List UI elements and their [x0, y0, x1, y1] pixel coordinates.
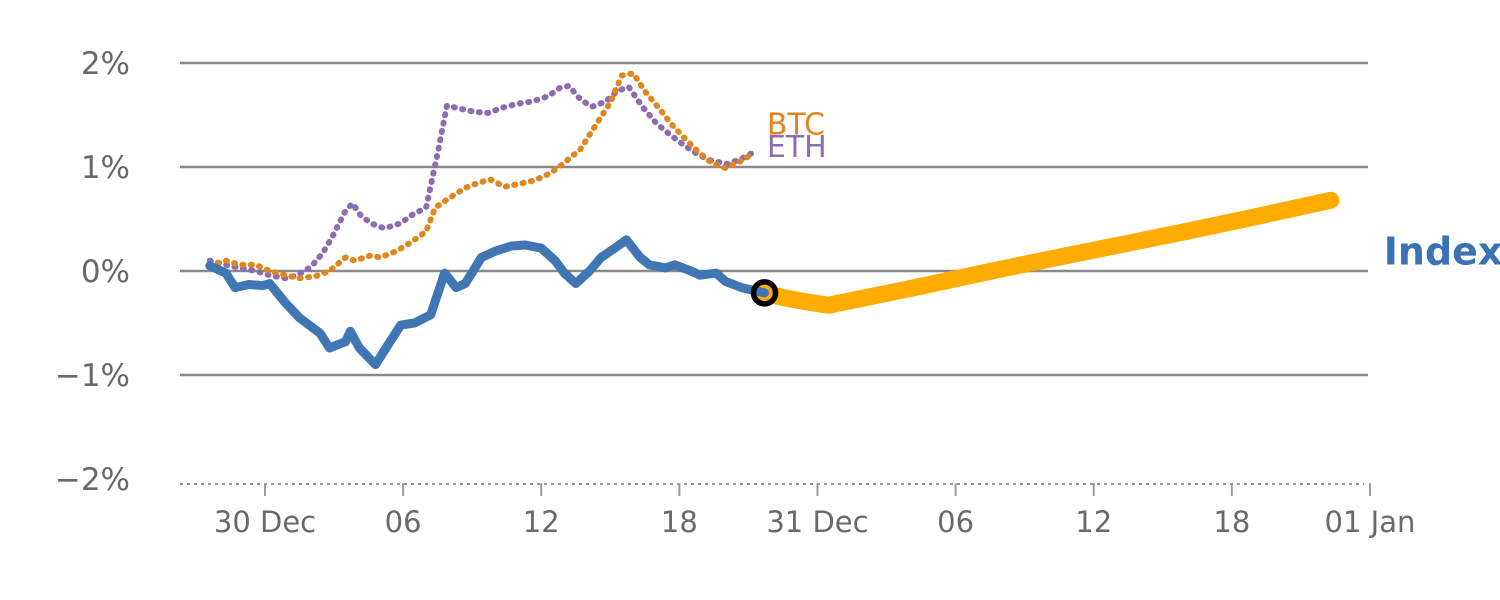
series-line-eth — [206, 82, 759, 282]
x-tick-label: 06 — [937, 505, 974, 539]
current-point-marker — [750, 279, 779, 307]
x-tick-label: 12 — [1075, 505, 1112, 539]
x-tick-label: 31 Dec — [766, 505, 868, 539]
x-tick-label: 01 Jan — [1325, 505, 1416, 539]
y-tick-label: 1% — [81, 150, 130, 186]
series-label-btc: BTC — [767, 107, 825, 142]
y-tick-label: −1% — [55, 358, 130, 394]
series-line-index — [205, 235, 769, 370]
x-tick-label: 18 — [1213, 505, 1250, 539]
series-label-index: Index — [1384, 229, 1500, 273]
series-line-btc — [206, 70, 756, 282]
x-tick-label: 06 — [385, 505, 422, 539]
x-tick-label: 12 — [523, 505, 560, 539]
series-line-index-forecast — [751, 191, 1340, 314]
y-tick-label: 2% — [81, 46, 130, 82]
y-tick-label: 0% — [81, 254, 130, 290]
x-tick-label: 30 Dec — [214, 505, 316, 539]
y-tick-label: −2% — [55, 462, 130, 498]
series-label-eth: ETH — [767, 130, 827, 165]
x-tick-label: 18 — [661, 505, 698, 539]
